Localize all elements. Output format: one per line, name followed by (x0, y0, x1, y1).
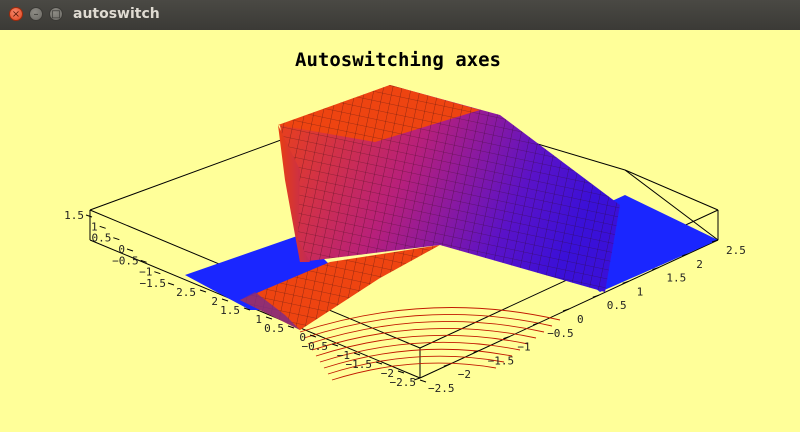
plot-title: Autoswitching axes (295, 49, 501, 71)
y-tick-label: −2.5 (428, 382, 455, 395)
contour-line (299, 307, 561, 333)
y-tick-label-mark (503, 336, 510, 340)
surface-plateau-low-mesh (240, 245, 440, 330)
contour-line (303, 314, 553, 339)
x-tick-label-mark (331, 343, 339, 347)
x-tick-label: −2.5 (390, 376, 417, 389)
z-tick-label: 1 (91, 220, 98, 233)
y-tick-label-mark (711, 239, 719, 243)
z-tick-label-mark (167, 282, 175, 286)
surface-plot: Autoswitching axes (64, 49, 746, 395)
surface-cliff (278, 125, 310, 262)
y-tick-label: 2.5 (726, 244, 746, 257)
y-tick-label-mark (473, 349, 480, 353)
y-tick-label: −1 (517, 341, 530, 354)
contour-line (311, 327, 537, 351)
contour-line (307, 321, 545, 345)
minimize-window-button[interactable]: – (29, 7, 43, 21)
x-tick-label: 1.5 (220, 304, 240, 317)
y-tick-label: −1.5 (488, 354, 514, 367)
close-window-button[interactable]: × (9, 7, 23, 21)
x-tick-label-mark (419, 379, 427, 383)
y-tick-label-mark (592, 294, 599, 298)
y-tick-label: 2 (696, 258, 703, 271)
x-tick-label-mark (309, 334, 317, 338)
y-tick-label-mark (533, 322, 540, 326)
y-tick-label-mark (443, 363, 450, 367)
x-tick-label: 2.5 (176, 286, 196, 299)
z-tick-label: 0.5 (91, 232, 111, 245)
x-tick-label-mark (397, 370, 405, 374)
contour-line (319, 341, 521, 363)
x-tick-label-mark (375, 361, 383, 365)
tick-labels: 1.510.50−0.5−1−1.52.521.510.50−0.5−1−1.5… (64, 209, 746, 395)
z-tick-label-mark (99, 225, 106, 229)
y-tick-label-mark (682, 253, 689, 257)
y-tick-label-mark (562, 308, 570, 312)
y-tick-label: 0.5 (607, 299, 627, 312)
surface-plateau-top-mesh (278, 85, 480, 142)
x-tick-label: −2 (381, 367, 394, 380)
y-tick-label: 0 (577, 313, 584, 326)
floor-contours (299, 307, 561, 381)
plot-canvas[interactable]: Autoswitching axes (0, 30, 800, 428)
contour-line (327, 355, 505, 375)
z-tick-label-mark (85, 214, 93, 218)
contour-line (315, 334, 529, 357)
z-tick-label: −1 (139, 266, 152, 279)
maximize-window-button[interactable]: □ (49, 7, 63, 21)
y-tick-label-mark (652, 267, 659, 271)
x-tick-label-mark (287, 325, 295, 329)
contour-line (323, 348, 513, 369)
x-tick-label-mark (243, 307, 251, 311)
y-tick-label: 1 (637, 285, 644, 298)
x-tick-label: 0.5 (264, 322, 284, 335)
z-tick-label-mark (113, 237, 120, 241)
x-tick-label-mark (265, 316, 273, 320)
x-tick-label-mark (221, 298, 229, 302)
y-tick-label-mark (413, 377, 421, 381)
x-tick-label: 1 (255, 313, 262, 326)
y-tick-label: −0.5 (547, 327, 574, 340)
y-tick-label: 1.5 (666, 272, 686, 285)
x-tick-label: 0 (299, 331, 306, 344)
z-tick-label-mark (140, 259, 147, 263)
y-tick-label: −2 (458, 368, 471, 381)
z-tick-label: 1.5 (64, 209, 84, 222)
x-tick-label: −1 (337, 349, 350, 362)
x-tick-label-mark (199, 289, 207, 293)
z-tick-label-mark (154, 271, 161, 275)
contour-line (331, 362, 497, 381)
z-tick-label: −1.5 (140, 277, 167, 290)
z-tick-label-mark (126, 248, 134, 252)
window-title: autoswitch (73, 6, 160, 22)
x-tick-label: 2 (211, 295, 218, 308)
x-tick-label: −0.5 (302, 340, 329, 353)
x-tick-label-mark (353, 352, 361, 356)
surface-shadow (240, 292, 300, 330)
x-tick-label: −1.5 (346, 358, 373, 371)
z-tick-label: 0 (118, 243, 125, 256)
title-bar[interactable]: × – □ autoswitch (0, 0, 800, 30)
y-tick-label-mark (622, 280, 629, 284)
z-tick-label: −0.5 (112, 254, 139, 267)
